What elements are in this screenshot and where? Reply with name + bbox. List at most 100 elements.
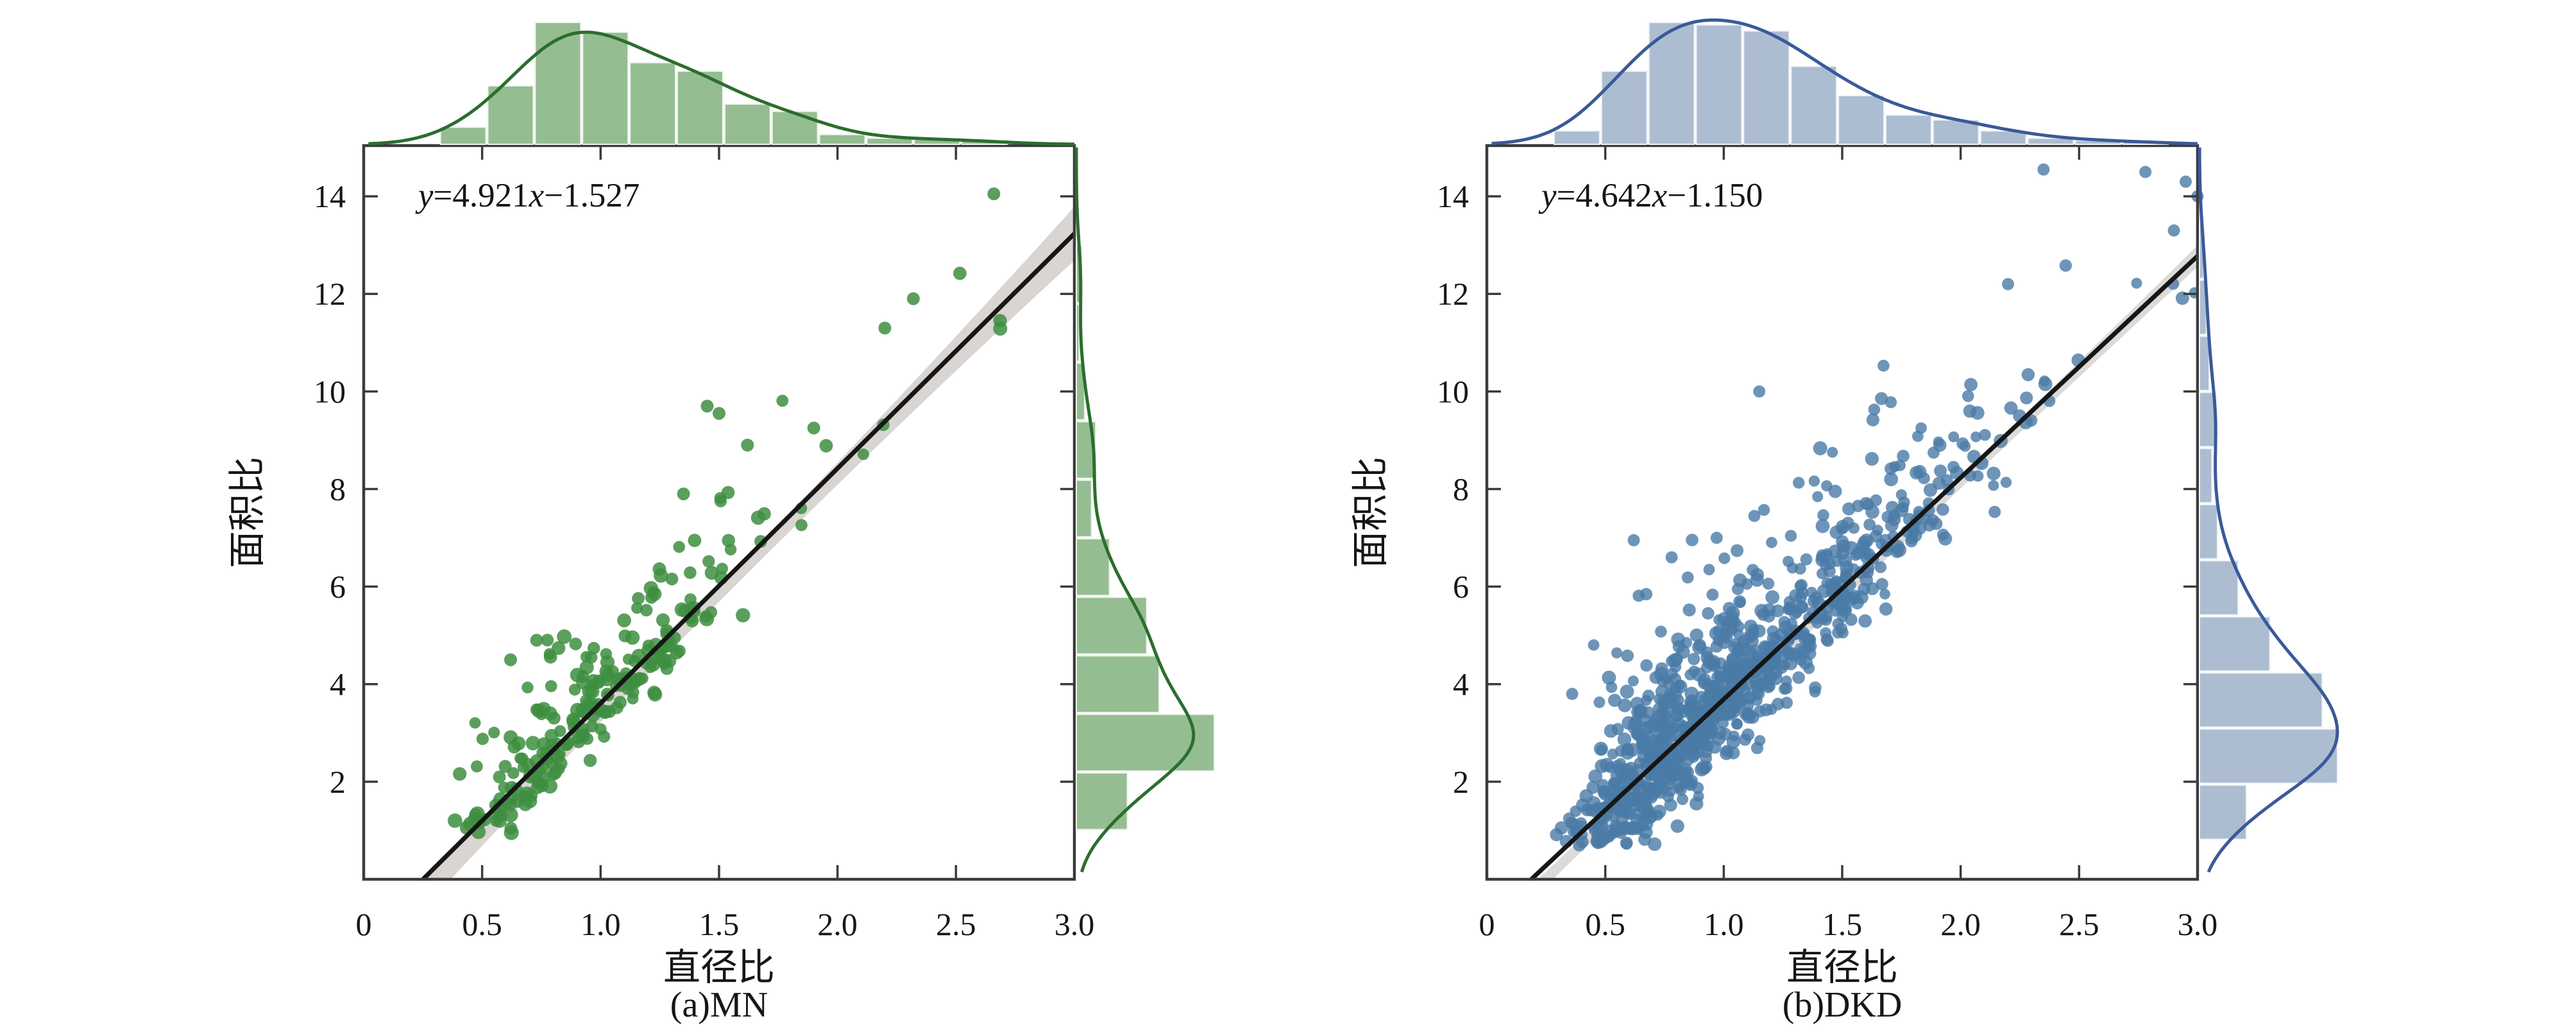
scatter-point — [1640, 659, 1653, 672]
scatter-point — [660, 662, 674, 675]
scatter-point — [1979, 428, 1991, 441]
scatter-point — [1706, 588, 1719, 601]
hist-bar — [582, 31, 629, 146]
scatter-point — [858, 448, 869, 460]
scatter-point — [1645, 747, 1659, 762]
scatter-point — [1634, 704, 1648, 718]
scatter-point — [1822, 634, 1834, 647]
hist-bar — [1600, 71, 1648, 145]
scatter-point — [2059, 259, 2072, 272]
hist-bar — [629, 62, 677, 145]
scatter-point — [592, 674, 606, 688]
scatter-point — [1722, 706, 1735, 720]
scatter-point — [1670, 722, 1681, 733]
top-kde-curve — [368, 30, 1075, 146]
x-tick-label: 3.0 — [1055, 906, 1095, 942]
right-kde-curve — [1074, 148, 1196, 873]
scatter-point — [1607, 828, 1618, 840]
scatter-point — [1877, 359, 1890, 372]
scatter-point — [1792, 671, 1805, 684]
scatter-point — [1745, 652, 1759, 667]
scatter-point — [1821, 611, 1833, 623]
scatter-point — [1860, 533, 1874, 548]
x-tick-label: 1.0 — [1704, 906, 1744, 942]
y-tick-label: 10 — [314, 373, 346, 409]
hist-bar — [1553, 130, 1600, 146]
scatter-point — [1890, 539, 1905, 554]
scatter-point — [1828, 484, 1842, 498]
scatter-point — [1621, 649, 1634, 663]
scatter-point — [1688, 653, 1700, 666]
scatter-point — [1885, 462, 1897, 475]
scatter-point — [504, 653, 517, 666]
scatter-point — [674, 602, 690, 617]
scatter-point — [543, 706, 557, 721]
fit-equation: y=4.642x−1.150 — [1538, 177, 1763, 214]
scatter-point — [1868, 403, 1881, 416]
scatter-point — [993, 314, 1007, 328]
y-axis-label: 面积比 — [1350, 457, 1391, 568]
scatter-point — [1620, 820, 1632, 833]
scatter-point — [1912, 521, 1927, 535]
subplot-caption: (b)DKD — [1783, 985, 1902, 1025]
scatter-point — [1700, 662, 1713, 674]
scatter-point — [1803, 663, 1815, 674]
scatter-point — [448, 813, 462, 828]
scatter-point — [1554, 821, 1568, 835]
scatter-point — [488, 727, 500, 739]
scatter-point — [673, 541, 686, 553]
scatter-point — [1962, 390, 1974, 402]
scatter-point — [1638, 732, 1650, 743]
x-tick-label: 0.5 — [462, 906, 502, 942]
scatter-point — [1719, 628, 1732, 641]
scatter-point — [545, 729, 559, 743]
hist-bar — [818, 133, 866, 146]
scatter-point — [2180, 175, 2192, 188]
scatter-point — [625, 630, 640, 645]
scatter-point — [640, 604, 653, 617]
scatter-point — [1665, 691, 1677, 704]
scatter-point — [1689, 748, 1701, 761]
axis-ticks — [1486, 146, 2199, 879]
scatter-point — [1588, 639, 1600, 651]
scatter-point — [1654, 666, 1668, 681]
scatter-point — [1611, 723, 1624, 736]
scatter-point — [1604, 761, 1616, 773]
scatter-point — [1570, 806, 1582, 817]
axes-frame — [1485, 144, 2199, 881]
scatter-point — [531, 703, 547, 718]
scatter-point — [1913, 464, 1927, 478]
scatter-point — [714, 492, 727, 504]
scatter-point — [1699, 763, 1711, 775]
hist-bar — [2199, 448, 2213, 503]
hist-bar — [1076, 538, 1110, 596]
scatter-point — [582, 684, 597, 699]
scatter-point — [1607, 748, 1618, 760]
scatter-point — [1970, 406, 1985, 420]
scatter-point — [1894, 459, 1906, 471]
scatter-point — [507, 767, 520, 779]
scatter-point — [1688, 665, 1700, 677]
scatter-point — [1759, 673, 1773, 687]
scatter-point — [1988, 505, 2001, 518]
scatter-point — [1862, 498, 1874, 511]
scatter-point — [2038, 375, 2050, 387]
scatter-point — [795, 519, 808, 532]
scatter-point — [1731, 718, 1743, 730]
scatter-point — [1754, 604, 1769, 618]
scatter-point — [1789, 589, 1803, 603]
scatter-point — [1705, 718, 1718, 730]
scatter-point — [543, 650, 557, 664]
scatter-point — [1638, 832, 1652, 846]
top-marginal-histogram — [368, 22, 1075, 146]
scatter-point — [736, 608, 750, 623]
main-axes-content — [1529, 163, 2204, 878]
scatter-point — [1596, 744, 1607, 756]
scatter-point — [1817, 568, 1828, 580]
scatter-point — [1620, 838, 1632, 850]
scatter-point — [1718, 552, 1731, 564]
scatter-point — [1932, 477, 1946, 490]
scatter-point — [1933, 438, 1947, 452]
scatter-point — [1865, 452, 1879, 466]
scatter-point — [1671, 753, 1686, 768]
